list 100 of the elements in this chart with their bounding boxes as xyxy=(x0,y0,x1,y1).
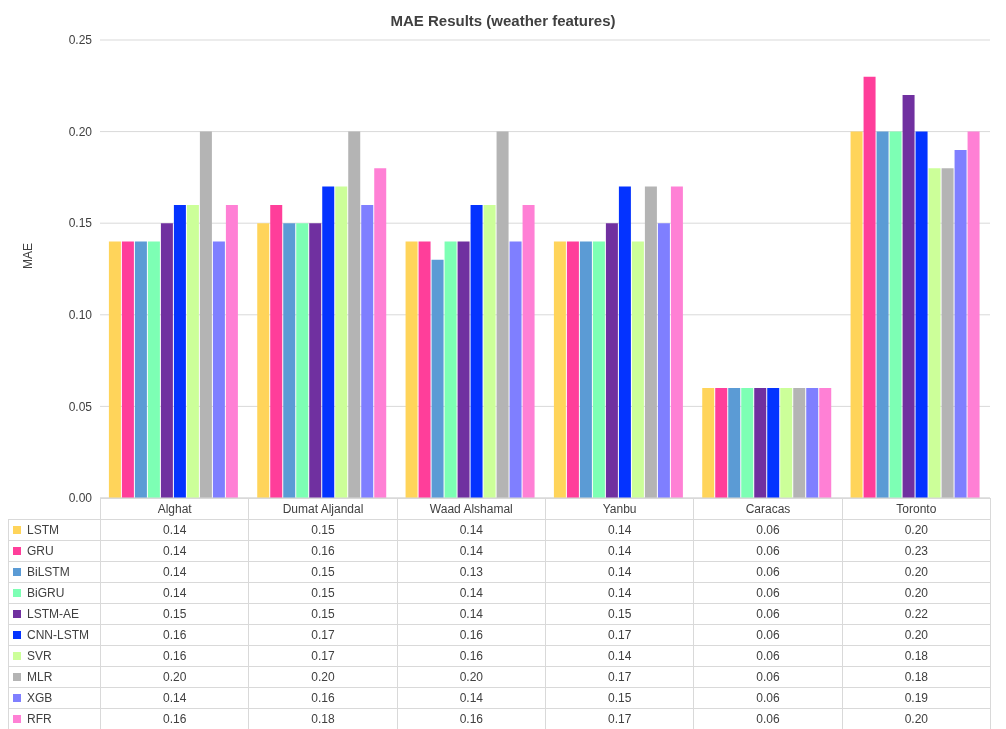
data-label: 0.18 xyxy=(248,708,398,729)
bar xyxy=(374,168,387,498)
data-label: 0.19 xyxy=(842,687,991,709)
x-tick-label: Waad Alshamal xyxy=(397,498,546,520)
data-label: 0.14 xyxy=(397,582,546,604)
bar xyxy=(793,388,806,498)
data-label: 0.15 xyxy=(248,519,398,541)
data-label: 0.17 xyxy=(248,645,398,667)
bar xyxy=(715,388,728,498)
bar xyxy=(322,186,335,498)
bar xyxy=(605,223,618,498)
data-label: 0.14 xyxy=(100,519,249,541)
bar xyxy=(335,186,348,498)
bar xyxy=(728,388,741,498)
bar xyxy=(418,241,431,498)
data-label: 0.06 xyxy=(693,603,843,625)
bar xyxy=(431,259,444,498)
bar xyxy=(147,241,160,498)
y-tick-label: 0.25 xyxy=(68,33,93,48)
bar xyxy=(444,241,457,498)
data-label: 0.15 xyxy=(248,561,398,583)
legend-label: BiGRU xyxy=(8,582,101,604)
y-tick-label: 0.00 xyxy=(68,491,93,506)
legend-label: MLR xyxy=(8,666,101,688)
data-label: 0.16 xyxy=(397,624,546,646)
data-label: 0.14 xyxy=(100,540,249,562)
data-label: 0.20 xyxy=(842,708,991,729)
bar xyxy=(928,168,941,498)
data-label: 0.15 xyxy=(248,603,398,625)
bar xyxy=(579,241,592,498)
data-label: 0.06 xyxy=(693,624,843,646)
bar xyxy=(309,223,322,498)
data-label: 0.14 xyxy=(545,519,694,541)
bar xyxy=(509,241,522,498)
legend-label: LSTM xyxy=(8,519,101,541)
data-label: 0.16 xyxy=(100,624,249,646)
bar xyxy=(283,223,296,498)
data-label: 0.06 xyxy=(693,582,843,604)
bar xyxy=(522,204,535,498)
data-label: 0.16 xyxy=(100,708,249,729)
bar xyxy=(618,186,631,498)
bar xyxy=(863,76,876,498)
bar xyxy=(767,388,780,498)
legend-label: LSTM-AE xyxy=(8,603,101,625)
bar xyxy=(876,131,889,498)
data-label: 0.16 xyxy=(100,645,249,667)
y-axis-title: MAE xyxy=(21,242,36,269)
bar xyxy=(348,131,361,498)
bar xyxy=(270,204,283,498)
bar xyxy=(134,241,147,498)
data-label: 0.14 xyxy=(100,687,249,709)
data-label: 0.22 xyxy=(842,603,991,625)
bar xyxy=(212,241,225,498)
bar xyxy=(657,223,670,498)
y-tick-label: 0.15 xyxy=(68,216,93,231)
data-label: 0.14 xyxy=(545,540,694,562)
data-label: 0.13 xyxy=(397,561,546,583)
data-label: 0.14 xyxy=(397,687,546,709)
chart-title: MAE Results (weather features) xyxy=(389,11,617,31)
bar xyxy=(566,241,579,498)
bar xyxy=(631,241,644,498)
bar xyxy=(108,241,121,498)
data-label: 0.06 xyxy=(693,687,843,709)
data-label: 0.17 xyxy=(545,708,694,729)
bar xyxy=(902,94,915,498)
data-label: 0.15 xyxy=(100,603,249,625)
data-label: 0.14 xyxy=(397,519,546,541)
bar xyxy=(889,131,902,498)
legend-label: SVR xyxy=(8,645,101,667)
bar xyxy=(160,223,173,498)
data-label: 0.06 xyxy=(693,666,843,688)
bar xyxy=(553,241,566,498)
legend-label: XGB xyxy=(8,687,101,709)
bar xyxy=(741,388,754,498)
bar xyxy=(644,186,657,498)
data-label: 0.17 xyxy=(545,624,694,646)
data-label: 0.14 xyxy=(100,582,249,604)
bar xyxy=(361,204,374,498)
data-label: 0.20 xyxy=(100,666,249,688)
x-tick-label: Dumat Aljandal xyxy=(248,498,398,520)
data-label: 0.14 xyxy=(397,603,546,625)
bar xyxy=(850,131,863,498)
data-label: 0.15 xyxy=(545,687,694,709)
x-tick-label: Toronto xyxy=(842,498,991,520)
bar xyxy=(296,223,309,498)
data-label: 0.14 xyxy=(545,582,694,604)
bar xyxy=(173,204,186,498)
bar xyxy=(954,149,967,498)
data-label: 0.18 xyxy=(842,645,991,667)
x-tick-label: Yanbu xyxy=(545,498,694,520)
y-tick-label: 0.20 xyxy=(68,124,93,139)
data-label: 0.20 xyxy=(248,666,398,688)
bar xyxy=(496,131,509,498)
x-tick-label: Alghat xyxy=(100,498,249,520)
data-label: 0.06 xyxy=(693,540,843,562)
data-label: 0.16 xyxy=(397,645,546,667)
x-tick-label: Caracas xyxy=(693,498,843,520)
bar xyxy=(670,186,683,498)
bar xyxy=(457,241,470,498)
bar xyxy=(121,241,134,498)
